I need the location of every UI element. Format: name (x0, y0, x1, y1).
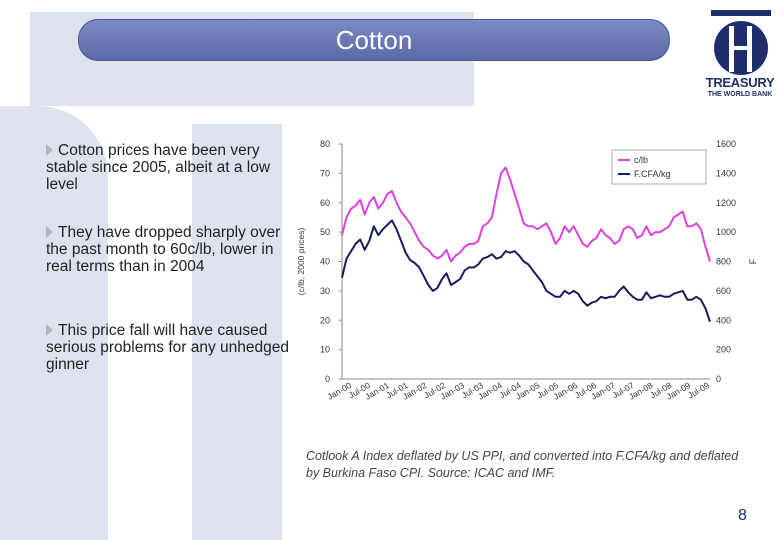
page-number: 8 (738, 507, 747, 524)
source-note: Cotlook A Index deflated by US PPI, and … (306, 449, 739, 480)
y-axis-label: (c/lb, 2000 prices) (296, 228, 306, 296)
y-tick-label-right: 1600 (716, 139, 736, 149)
bullet-arrow-icon (46, 226, 53, 238)
y-tick-label-right: 1000 (716, 227, 736, 237)
legend-box (611, 149, 707, 185)
y-tick-label-left: 10 (320, 345, 330, 355)
series-line-2 (341, 219, 711, 323)
bullet-2-text: They have dropped sharply over the past … (46, 224, 281, 275)
bullet-3: This price fall will have caused serious… (46, 322, 296, 373)
x-tick-label: Jul-09 (686, 380, 711, 400)
y-tick-label-left: 70 (320, 168, 330, 178)
y-tick-label-left: 20 (320, 315, 330, 325)
y-tick-label-left: 30 (320, 286, 330, 296)
y-tick-label-left: 50 (320, 227, 330, 237)
bullet-3-text: This price fall will have caused serious… (46, 322, 289, 373)
y-tick-label-left: 0 (325, 374, 330, 384)
y-tick-label-right: 600 (716, 286, 731, 296)
y-tick-label-right: 1200 (716, 198, 736, 208)
watermark-stem-right (192, 124, 282, 540)
treasury-logo-icon (711, 10, 771, 75)
legend-label-1: c/lb (634, 155, 648, 165)
title-bar: Cotton (78, 19, 670, 61)
y-tick-label-right: 800 (716, 257, 731, 267)
slide-title: Cotton (335, 25, 413, 55)
logo-subtitle: THE WORLD BANK (707, 91, 773, 98)
y-tick-label-right: 0 (716, 374, 721, 384)
bullet-1: Cotton prices have been very stable sinc… (46, 142, 296, 193)
series-line-1 (341, 166, 711, 263)
y2-axis-label: F (748, 258, 758, 264)
logo-name: TREASURY (705, 75, 775, 90)
watermark-stem-left (0, 106, 108, 540)
y-tick-label-left: 60 (320, 198, 330, 208)
y-tick-label-right: 1400 (716, 168, 736, 178)
cotton-price-chart: 0102030405060708002004006008001000120014… (296, 139, 758, 402)
y-tick-label-right: 200 (716, 345, 731, 355)
bullet-1-text: Cotton prices have been very stable sinc… (46, 142, 271, 193)
bullet-2: They have dropped sharply over the past … (46, 224, 296, 275)
legend-label-2: F.CFA/kg (634, 169, 671, 179)
bullet-arrow-icon (46, 324, 53, 336)
y-tick-label-left: 40 (320, 257, 330, 267)
y-tick-label-left: 80 (320, 139, 330, 149)
y-tick-label-right: 400 (716, 315, 731, 325)
bullet-arrow-icon (46, 144, 53, 156)
